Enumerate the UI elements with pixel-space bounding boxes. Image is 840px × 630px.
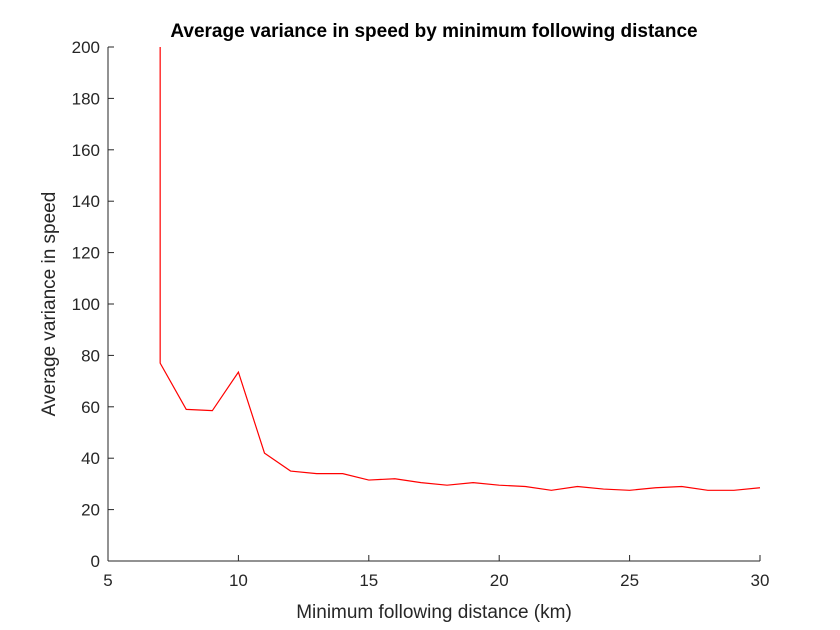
x-tick-label: 5 <box>103 571 112 590</box>
y-tick-label: 160 <box>72 141 100 160</box>
y-tick-label: 100 <box>72 295 100 314</box>
y-tick-label: 200 <box>72 38 100 57</box>
y-axis-ticks: 0 20 40 60 80 100 120 140 160 180 200 <box>72 38 114 571</box>
y-tick-label: 0 <box>91 552 100 571</box>
y-tick-label: 80 <box>81 346 100 365</box>
y-tick-label: 180 <box>72 89 100 108</box>
series-group <box>159 47 761 491</box>
x-tick-label: 30 <box>751 571 770 590</box>
series-line-1 <box>159 47 761 491</box>
chart-title: Average variance in speed by minimum fol… <box>170 21 697 42</box>
y-tick-label: 20 <box>81 501 100 520</box>
y-tick-label: 120 <box>72 244 100 263</box>
x-tick-label: 15 <box>359 571 378 590</box>
x-tick-label: 25 <box>620 571 639 590</box>
y-tick-label: 140 <box>72 192 100 211</box>
x-tick-label: 10 <box>229 571 248 590</box>
y-axis-label: Average variance in speed <box>39 192 60 417</box>
x-tick-label: 20 <box>490 571 509 590</box>
y-tick-label: 40 <box>81 449 100 468</box>
y-tick-label: 60 <box>81 398 100 417</box>
x-axis-ticks: 5 10 15 20 25 30 <box>103 555 769 590</box>
x-axis-label: Minimum following distance (km) <box>296 602 572 623</box>
